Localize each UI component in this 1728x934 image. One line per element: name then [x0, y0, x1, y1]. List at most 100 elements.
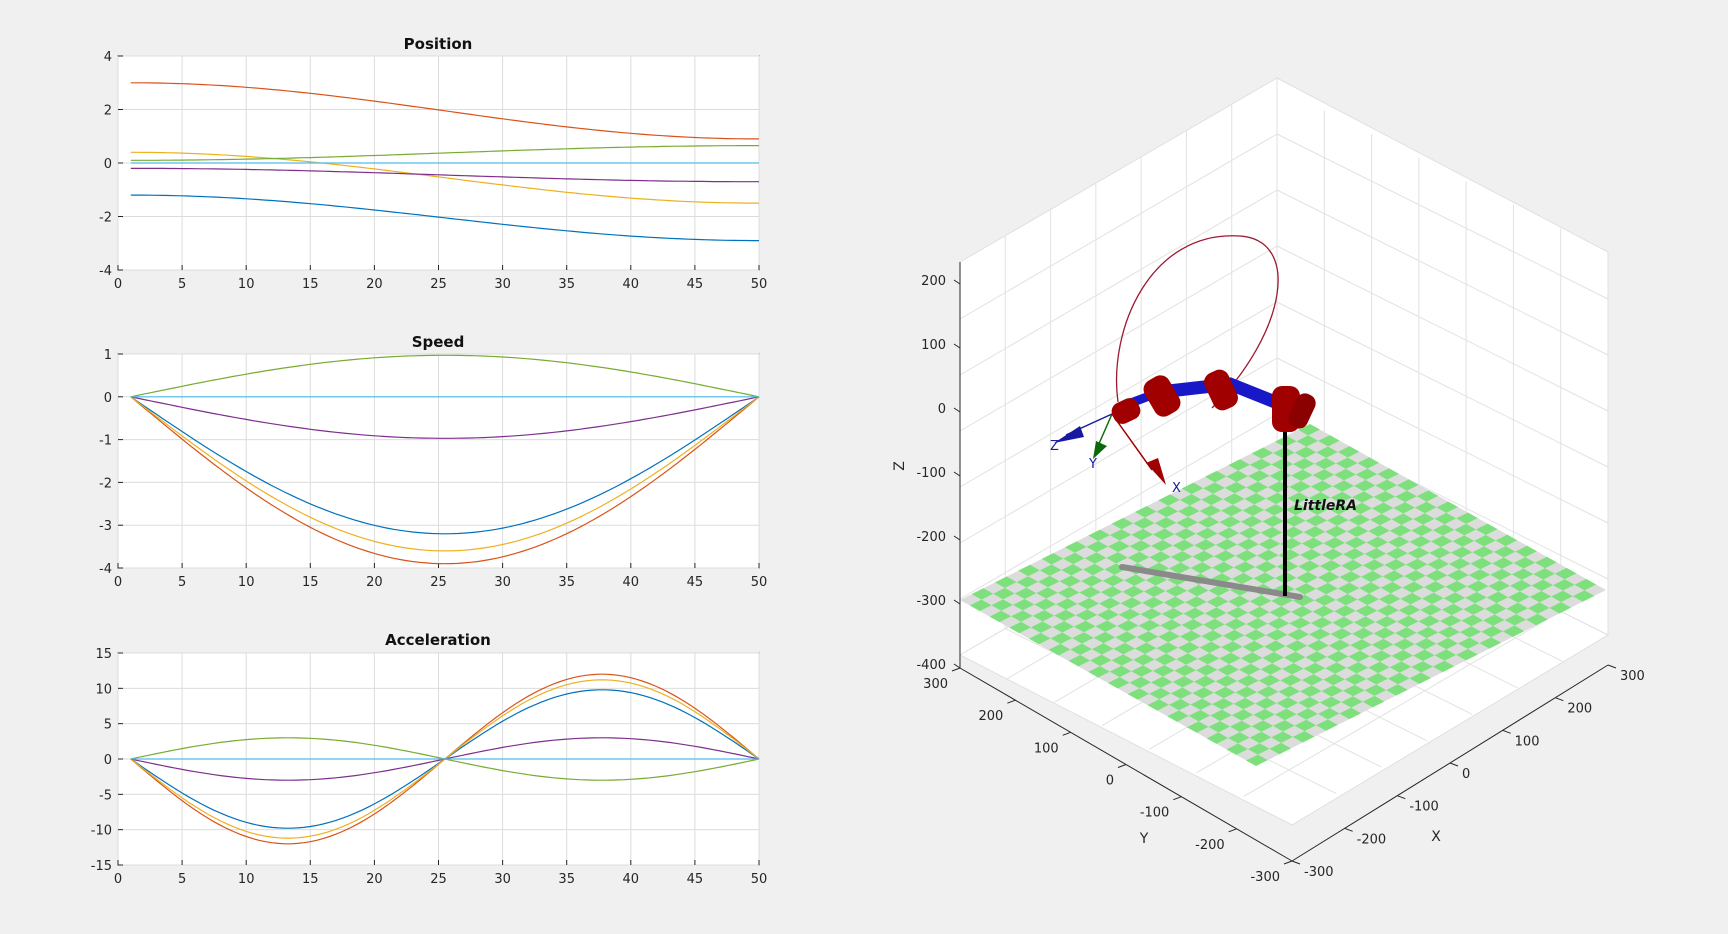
- checker-tile: [1170, 687, 1193, 699]
- checker-tile: [1305, 651, 1327, 663]
- checker-tile: [1328, 503, 1351, 515]
- series-line-2: [130, 396, 760, 565]
- checker-tile: [1296, 708, 1318, 720]
- checker-tile: [1156, 505, 1179, 518]
- checker-tile: [1206, 732, 1229, 744]
- checker-tile: [1276, 697, 1299, 709]
- checker-tile: [1152, 665, 1175, 677]
- x-tick-label: 100: [1515, 734, 1540, 749]
- x-tick-mark: [1502, 729, 1511, 734]
- x-tick-label: 5: [178, 872, 186, 887]
- checker-tile: [1515, 545, 1537, 558]
- checker-tile: [1239, 527, 1261, 539]
- checker-tile: [1255, 697, 1277, 709]
- checker-tile: [1237, 538, 1259, 551]
- checker-tile: [1192, 687, 1214, 699]
- checker-tile: [1185, 596, 1207, 608]
- checker-tile: [1327, 514, 1349, 526]
- series-line-4: [130, 396, 760, 439]
- checker-tile: [1395, 627, 1417, 639]
- checker-tile: [1447, 569, 1469, 581]
- checker-tile: [1450, 546, 1473, 559]
- checker-tile: [1346, 662, 1369, 674]
- checker-tile: [1454, 523, 1476, 536]
- checker-tile: [1452, 535, 1475, 547]
- checker-tile: [1160, 619, 1182, 631]
- checker-tile: [1364, 548, 1387, 560]
- y-tick-label: -200: [1195, 838, 1225, 853]
- checker-tile: [1203, 482, 1225, 494]
- checker-tile: [995, 576, 1017, 588]
- checker-tile: [1143, 585, 1166, 597]
- z-tick-label: 200: [921, 274, 946, 289]
- checker-tile: [1100, 586, 1123, 598]
- axis-ticks-3d: 200 100 0 -100 -200 -300 -400 300 200 100 0 -100 -20…: [916, 274, 1644, 885]
- checker-tile: [1167, 710, 1189, 722]
- checker-tile: [1133, 654, 1155, 666]
- frame-z-label: Z: [1050, 439, 1059, 454]
- x-tick-label: 200: [1567, 702, 1592, 717]
- trajectory-curve: [1115, 235, 1279, 409]
- y-tick-label: -300: [1250, 870, 1280, 885]
- x-tick-mark: [1607, 664, 1617, 669]
- x-tick-label: 20: [366, 575, 383, 590]
- checker-tile: [1375, 479, 1397, 492]
- checker-tile: [1438, 626, 1460, 638]
- checker-tile: [1484, 603, 1507, 615]
- checker-tile: [1280, 674, 1302, 686]
- checker-tile: [1459, 626, 1482, 638]
- series-line-2: [130, 82, 759, 140]
- x-tick-label: 30: [494, 872, 511, 887]
- x-tick-label: 0: [114, 872, 122, 887]
- checker-tile: [1151, 676, 1173, 688]
- x-tick-label: 40: [623, 277, 640, 292]
- checker-tile: [1115, 631, 1137, 643]
- checker-tile: [1226, 607, 1248, 619]
- checker-tile: [1423, 581, 1446, 593]
- y-tick-label: 4: [104, 50, 112, 65]
- checker-tile: [1355, 468, 1378, 480]
- y-axis-label: Y: [1139, 831, 1149, 847]
- speed-plot[interactable]: Speed 0 5 10 15 20 25 30 35 40 45 50 -4 -3 -2 -1 0 1: [99, 333, 767, 590]
- checker-tile: [1249, 731, 1272, 744]
- robot-3d-view[interactable]: 200 100 0 -100 -200 -300 -400 300 200 100 0 -100 -20…: [892, 77, 1645, 885]
- checker-tile: [1411, 524, 1433, 536]
- checker-tile: [1212, 698, 1234, 710]
- checker-tile: [1422, 592, 1444, 605]
- checker-tile: [1527, 602, 1550, 614]
- checker-tile: [1056, 598, 1078, 610]
- checker-tile: [1113, 642, 1135, 655]
- acceleration-plot[interactable]: Acceleration 0 5 10 15 20 25 30 35 40 45 50-15-10-…: [91, 631, 768, 887]
- checker-tile: [1289, 617, 1311, 629]
- position-title: Position: [404, 35, 473, 53]
- position-plot[interactable]: Position 0 5 10 15 20 25 30 35 40 45 50 -4 -2 0 2 4: [99, 35, 767, 292]
- checker-tile: [1526, 613, 1548, 626]
- checker-tile: [1296, 435, 1319, 447]
- x-tick-label: -300: [1304, 865, 1334, 880]
- checker-tile: [1052, 621, 1074, 633]
- checker-tile: [1065, 541, 1087, 553]
- checker-tile: [1068, 655, 1091, 667]
- x-tick-label: 40: [623, 872, 640, 887]
- checker-tile: [1418, 615, 1440, 627]
- checker-tile: [1124, 574, 1146, 586]
- checker-tile: [1316, 446, 1338, 458]
- checker-tile: [1348, 650, 1370, 663]
- checker-tile: [1283, 515, 1306, 527]
- checker-tile: [1079, 586, 1101, 598]
- checker-tile: [1186, 721, 1209, 733]
- checker-tile: [1084, 552, 1107, 564]
- checker-tile: [1391, 650, 1414, 662]
- wall-gridline: [959, 413, 1278, 600]
- checker-tile: [1493, 546, 1516, 558]
- checker-tile: [1276, 560, 1299, 573]
- checker-tile: [1239, 663, 1261, 676]
- checker-tile: [1090, 654, 1112, 667]
- checker-tile: [1353, 480, 1376, 492]
- checker-tile: [1224, 482, 1247, 494]
- checker-tile: [1163, 596, 1186, 609]
- checker-tile: [1135, 506, 1157, 518]
- x-tick-label: 0: [114, 277, 122, 292]
- checker-tile: [1264, 640, 1286, 652]
- checker-tile: [1197, 653, 1220, 665]
